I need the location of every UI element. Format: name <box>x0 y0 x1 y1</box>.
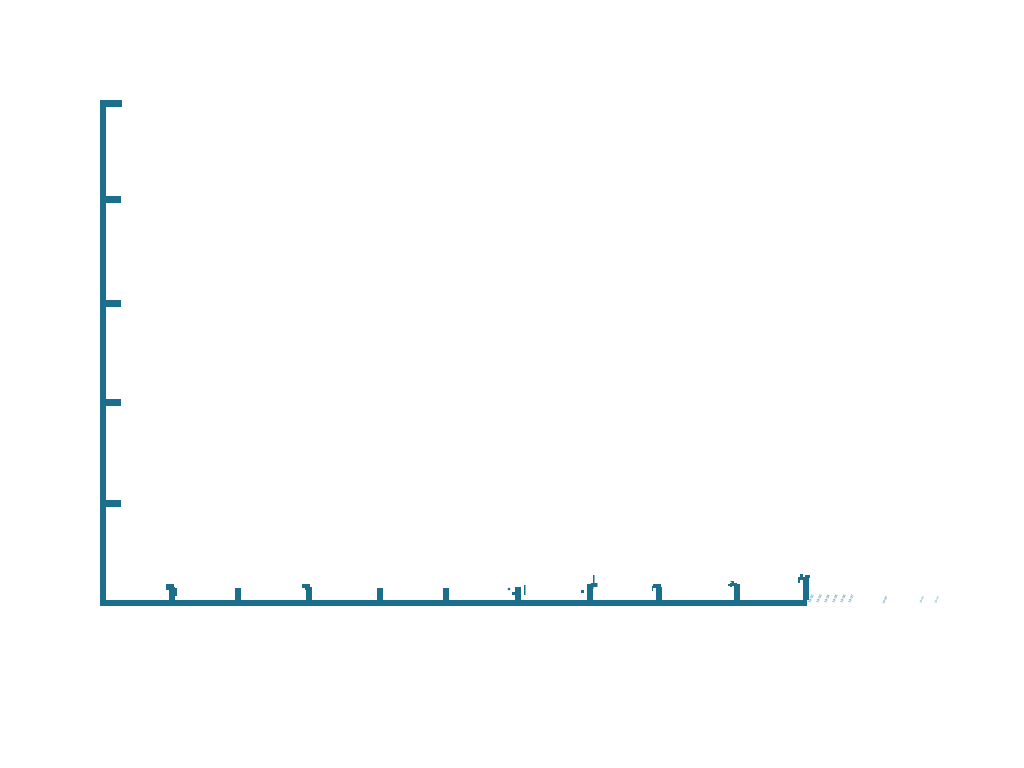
svg-text:10-09: 10-09 <box>918 595 925 603</box>
svg-text:10-08: 10-08 <box>881 595 888 604</box>
svg-text:10-05: 10-05 <box>831 594 838 604</box>
svg-text:10-10: 10-10 <box>933 595 940 603</box>
svg-text:10-06: 10-06 <box>839 594 846 604</box>
svg-text:10-04: 10-04 <box>823 594 830 604</box>
svg-text:10-07: 10-07 <box>847 594 854 604</box>
svg-text:10-03: 10-03 <box>815 594 822 604</box>
